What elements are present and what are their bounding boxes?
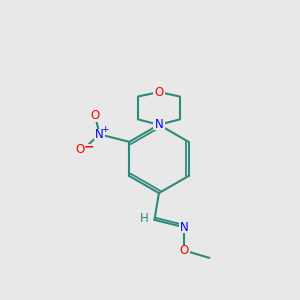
FancyBboxPatch shape	[94, 129, 105, 140]
Text: N: N	[154, 118, 163, 131]
Text: O: O	[91, 110, 100, 122]
Text: +: +	[100, 125, 108, 134]
Text: N: N	[180, 221, 189, 234]
Text: O: O	[76, 143, 85, 156]
Text: N: N	[95, 128, 104, 141]
FancyBboxPatch shape	[138, 213, 150, 224]
FancyBboxPatch shape	[153, 86, 165, 98]
Text: O: O	[154, 85, 164, 98]
FancyBboxPatch shape	[75, 144, 92, 155]
FancyBboxPatch shape	[178, 222, 190, 233]
FancyBboxPatch shape	[153, 119, 165, 130]
FancyBboxPatch shape	[89, 110, 101, 122]
Text: −: −	[84, 140, 94, 153]
Text: H: H	[140, 212, 148, 225]
FancyBboxPatch shape	[178, 245, 190, 256]
Text: O: O	[180, 244, 189, 257]
